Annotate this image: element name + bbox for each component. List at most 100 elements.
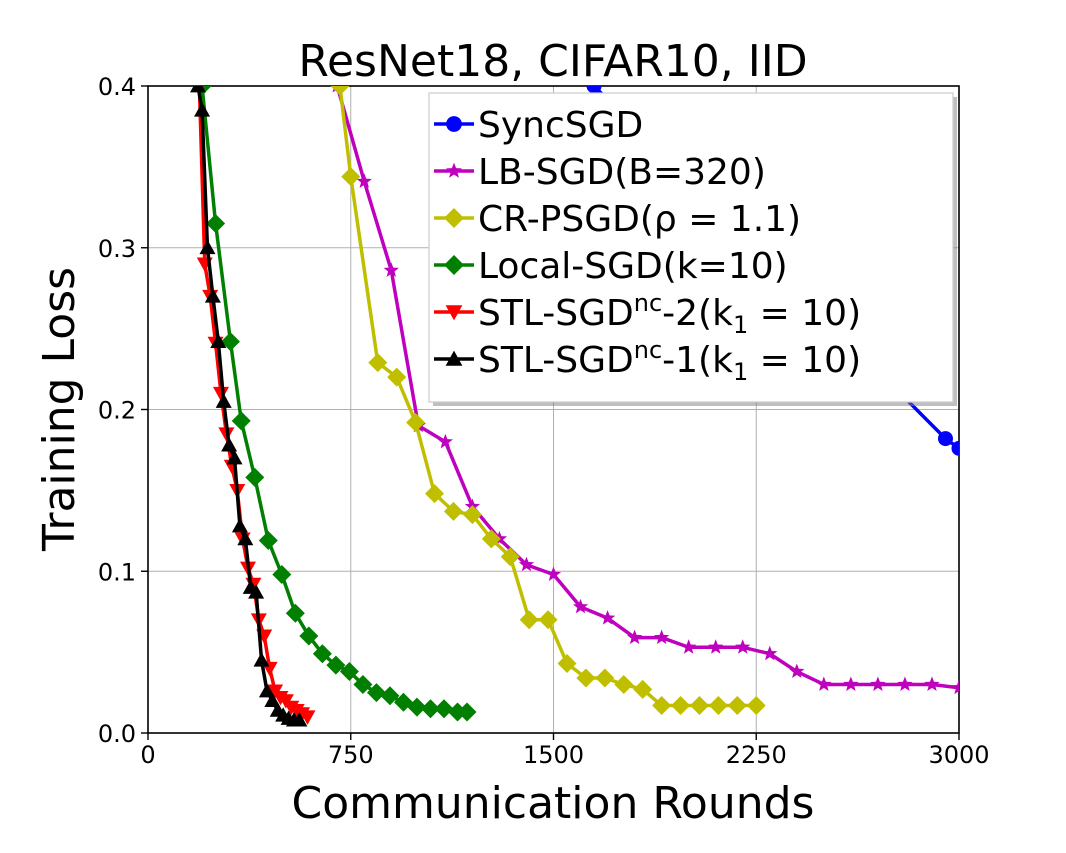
data-point xyxy=(708,696,728,716)
data-point xyxy=(762,645,778,661)
series-line xyxy=(197,86,309,719)
data-point xyxy=(434,699,454,719)
legend-label-part: 1 xyxy=(733,358,748,386)
data-point xyxy=(285,603,305,623)
data-point xyxy=(380,686,400,706)
y-axis-label: Training Loss xyxy=(34,267,85,552)
legend-marker xyxy=(444,208,464,228)
data-point xyxy=(614,674,634,694)
data-point xyxy=(789,663,805,679)
data-point xyxy=(671,696,691,716)
legend-label-part: SyncSGD xyxy=(478,105,643,146)
data-point xyxy=(951,440,959,456)
data-point xyxy=(206,213,226,233)
data-point xyxy=(735,639,751,654)
data-point xyxy=(204,288,221,303)
data-point xyxy=(387,367,407,387)
x-tick-label: 750 xyxy=(328,741,374,769)
data-point xyxy=(253,652,270,667)
y-tick-label: 0.3 xyxy=(98,235,136,263)
series-layer xyxy=(190,86,959,727)
data-point xyxy=(212,386,229,402)
legend-label-part: = 10) xyxy=(748,293,861,334)
legend-entry: CR-PSGD(ρ = 1.1) xyxy=(434,199,801,240)
series-2 xyxy=(330,86,766,716)
data-point xyxy=(870,676,886,691)
data-point xyxy=(264,692,281,708)
series-line xyxy=(196,86,300,722)
data-point xyxy=(330,86,350,96)
legend-marker xyxy=(446,116,462,132)
data-point xyxy=(500,547,520,567)
data-point xyxy=(633,679,653,699)
legend-label: LB-SGD(B=320) xyxy=(478,152,766,193)
y-tick-label: 0.0 xyxy=(98,720,136,748)
data-point xyxy=(924,676,940,691)
data-point xyxy=(299,710,316,725)
data-point xyxy=(226,450,243,465)
data-point xyxy=(291,712,308,727)
legend-marker xyxy=(444,255,464,275)
data-point xyxy=(595,668,615,688)
data-point xyxy=(481,529,501,549)
data-point xyxy=(626,629,643,645)
data-point xyxy=(407,697,427,717)
legend-label-part: Local-SGD(k=10) xyxy=(478,246,788,287)
data-point xyxy=(689,696,709,716)
legend-label-part: STL-SGD xyxy=(478,293,634,334)
legend-label-part: 1 xyxy=(733,311,748,339)
legend-entry: SyncSGD xyxy=(434,105,643,146)
data-point xyxy=(727,696,747,716)
data-point xyxy=(545,566,562,581)
data-point xyxy=(816,676,832,691)
data-point xyxy=(654,629,670,645)
legend-label: STL-SGDnc-1(k1 = 10) xyxy=(478,336,861,386)
data-point xyxy=(437,433,453,449)
data-point xyxy=(425,484,445,504)
data-point xyxy=(519,610,539,630)
legend-entry: LB-SGD(B=320) xyxy=(434,152,766,193)
x-tick-label: 1500 xyxy=(523,741,584,769)
data-point xyxy=(420,699,440,719)
data-point xyxy=(538,610,558,630)
data-point xyxy=(245,467,265,487)
legend-entry: Local-SGD(k=10) xyxy=(434,246,788,287)
y-tick-label: 0.2 xyxy=(98,397,136,425)
data-point xyxy=(586,86,602,94)
legend-label-part: = 10) xyxy=(748,340,861,381)
data-point xyxy=(443,501,463,521)
legend-label-part: nc xyxy=(634,336,662,364)
data-point xyxy=(258,531,278,551)
data-point xyxy=(652,696,672,716)
legend-label: Local-SGD(k=10) xyxy=(478,246,788,287)
legend-entry: STL-SGDnc-1(k1 = 10) xyxy=(434,336,861,386)
legend-entry: STL-SGDnc-2(k1 = 10) xyxy=(434,289,861,339)
data-point xyxy=(457,702,477,722)
legend-label: CR-PSGD(ρ = 1.1) xyxy=(478,199,801,240)
data-point xyxy=(462,505,482,525)
data-point xyxy=(312,644,332,664)
data-point xyxy=(326,655,346,675)
data-point xyxy=(341,167,361,187)
data-point xyxy=(248,584,265,599)
data-point xyxy=(708,639,724,654)
data-point xyxy=(681,639,697,654)
legend-label: STL-SGDnc-2(k1 = 10) xyxy=(478,289,861,339)
x-tick-label: 2250 xyxy=(726,741,787,769)
data-point xyxy=(746,696,766,716)
data-point xyxy=(221,437,238,452)
data-point xyxy=(599,610,616,625)
legend-marker xyxy=(445,350,463,366)
data-point xyxy=(576,668,596,688)
data-point xyxy=(368,353,388,373)
legend-label-part: CR-PSGD(ρ = 1.1) xyxy=(478,199,801,240)
data-point xyxy=(231,411,251,431)
legend-label-part: -1(k xyxy=(662,340,733,381)
data-point xyxy=(210,333,227,348)
data-point xyxy=(215,393,232,408)
data-point xyxy=(220,332,240,352)
x-axis-label: Communication Rounds xyxy=(292,778,815,829)
data-point xyxy=(897,676,913,691)
data-point xyxy=(951,679,959,695)
